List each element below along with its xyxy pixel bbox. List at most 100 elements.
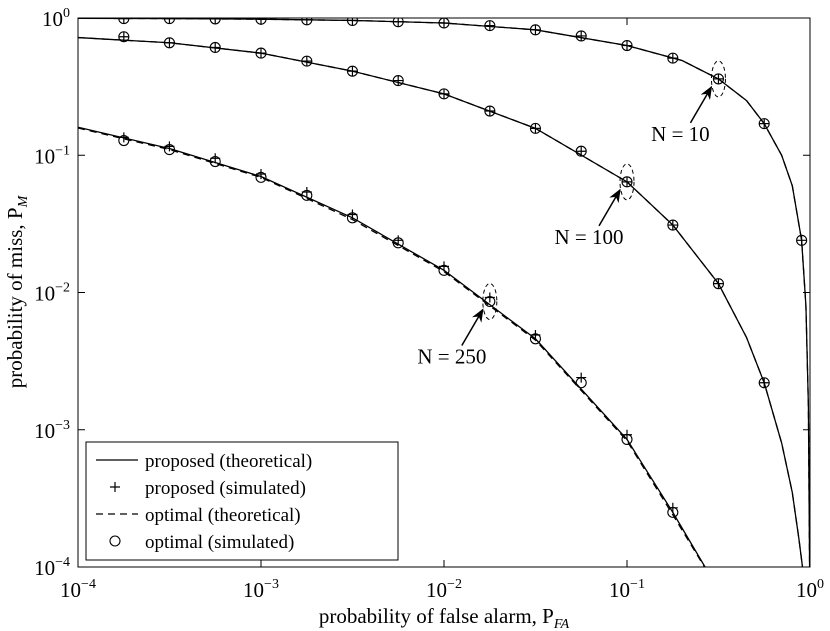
circle-marker bbox=[209, 41, 221, 54]
legend-label: optimal (simulated) bbox=[145, 532, 294, 553]
tick-label: 100 bbox=[796, 577, 824, 602]
circle-marker bbox=[438, 264, 450, 276]
annotation-arrow bbox=[598, 188, 621, 227]
circle-marker bbox=[712, 278, 724, 290]
circle-marker bbox=[392, 75, 404, 87]
circle-marker bbox=[209, 155, 221, 168]
circle-marker bbox=[667, 219, 679, 231]
curve bbox=[78, 127, 706, 567]
tick-label-exponent: −1 bbox=[55, 143, 70, 158]
circle-marker bbox=[346, 212, 358, 224]
tick-label: 10−4 bbox=[60, 577, 96, 602]
circle-marker bbox=[163, 144, 175, 156]
circle-marker bbox=[301, 189, 313, 201]
y-axis-label: probability of miss, PM bbox=[3, 194, 31, 388]
circle-marker bbox=[529, 24, 541, 36]
circle-marker bbox=[484, 105, 496, 117]
tick-label-base: 10 bbox=[426, 578, 447, 602]
circle-marker bbox=[575, 145, 587, 157]
plus-marker bbox=[393, 235, 404, 246]
circle-marker bbox=[163, 18, 175, 25]
curve bbox=[78, 36, 804, 567]
tick-label: 10−2 bbox=[34, 281, 70, 306]
tick-label-exponent: −4 bbox=[81, 577, 96, 592]
tick-label-base: 10 bbox=[243, 578, 264, 602]
circle-marker bbox=[529, 122, 541, 134]
circle-marker bbox=[529, 333, 541, 345]
plus-marker bbox=[439, 88, 449, 99]
tick-label-base: 10 bbox=[34, 144, 55, 168]
tick-label-exponent: −4 bbox=[55, 555, 70, 570]
circle-marker bbox=[575, 377, 587, 389]
tick-label: 10−1 bbox=[34, 143, 70, 168]
annotation-ellipse bbox=[619, 163, 635, 201]
annotation-ellipse bbox=[710, 60, 726, 98]
circle-marker bbox=[758, 377, 770, 389]
circle-marker bbox=[621, 176, 633, 188]
plus-marker bbox=[393, 75, 404, 86]
tick-label: 10−3 bbox=[34, 418, 70, 443]
x-axis-label-text: probability of false alarm, P bbox=[319, 604, 554, 628]
circle-marker bbox=[392, 18, 404, 28]
circle-marker bbox=[346, 65, 358, 77]
circle-marker bbox=[118, 18, 130, 25]
circle-marker bbox=[712, 73, 724, 85]
tick-label-exponent: −3 bbox=[55, 418, 70, 433]
circle-marker bbox=[667, 506, 679, 518]
tick-label-base: 10 bbox=[34, 419, 55, 443]
plus-marker bbox=[110, 482, 120, 492]
plus-marker bbox=[667, 53, 678, 64]
tick-label-exponent: −3 bbox=[264, 577, 279, 592]
axes: 10−4 10−3 10−2 10−1 10010−410−310−210−1100N … bbox=[34, 6, 824, 602]
plus-marker bbox=[622, 176, 632, 187]
circle-marker bbox=[346, 18, 358, 26]
circle-marker bbox=[484, 295, 496, 308]
plus-marker bbox=[301, 56, 312, 67]
circle-marker bbox=[255, 171, 267, 183]
tick-label-base: 10 bbox=[60, 578, 81, 602]
legend-label: proposed (simulated) bbox=[145, 478, 306, 499]
tick-label-exponent: −2 bbox=[447, 577, 462, 592]
y-axis-label-text: probability of miss, P bbox=[3, 207, 27, 388]
plus-marker bbox=[622, 40, 632, 51]
plus-marker bbox=[118, 31, 129, 42]
circle-marker bbox=[118, 31, 130, 43]
x-axis-label-sub: FA bbox=[553, 617, 570, 631]
annotation-arrow bbox=[461, 308, 484, 346]
tick-label: 100 bbox=[42, 6, 70, 31]
curve bbox=[78, 18, 810, 567]
circle-marker bbox=[109, 535, 121, 547]
plus-marker bbox=[576, 30, 587, 41]
circle-marker bbox=[484, 20, 496, 32]
tick-label-base: 10 bbox=[609, 578, 630, 602]
tick-label-exponent: −1 bbox=[630, 577, 645, 592]
tick-label-base: 10 bbox=[42, 7, 63, 31]
tick-label: 10−3 bbox=[243, 577, 279, 602]
circle-marker bbox=[621, 39, 633, 52]
legend-label: proposed (theoretical) bbox=[145, 451, 312, 472]
circle-marker bbox=[255, 47, 267, 59]
tick-label: 10−4 bbox=[34, 555, 70, 580]
tick-label-base: 10 bbox=[34, 556, 55, 580]
circle-marker bbox=[301, 18, 313, 26]
circle-marker bbox=[301, 55, 313, 67]
annotation-ellipse bbox=[482, 282, 498, 320]
tick-label-base: 10 bbox=[796, 578, 817, 602]
plot bbox=[78, 18, 810, 567]
annotation-arrow bbox=[689, 85, 713, 124]
annotation-label: N = 10 bbox=[651, 122, 710, 146]
circle-marker bbox=[796, 234, 808, 246]
tick-label-exponent: 0 bbox=[63, 6, 70, 21]
annotation-label: N = 100 bbox=[554, 225, 623, 249]
legend-box bbox=[85, 441, 399, 561]
circle-marker bbox=[209, 18, 221, 25]
legend: proposed (theoretical) proposed (simulate… bbox=[85, 441, 399, 561]
circle-marker bbox=[438, 88, 450, 100]
circle-marker bbox=[163, 37, 175, 49]
circle-marker bbox=[118, 134, 130, 147]
circle-marker bbox=[438, 18, 450, 29]
circle-marker bbox=[392, 237, 404, 249]
y-axis-label-sub: M bbox=[16, 194, 31, 208]
legend-label: optimal (theoretical) bbox=[145, 505, 301, 526]
